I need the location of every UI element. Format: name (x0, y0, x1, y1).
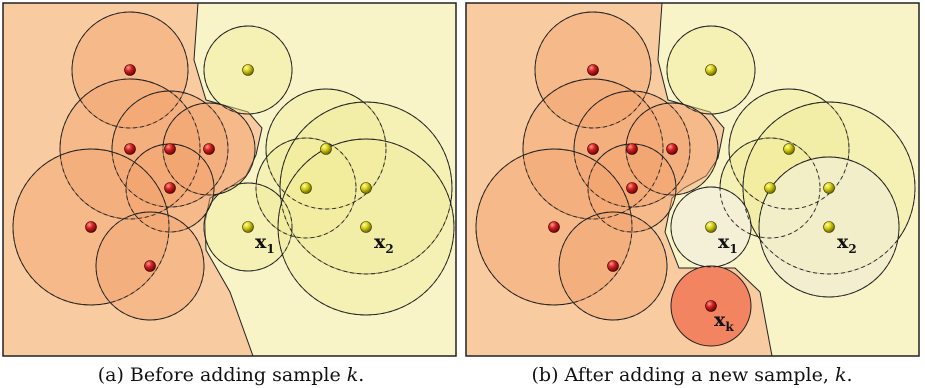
dashed-circle-outline (279, 101, 453, 275)
dashed-circle-outline (95, 211, 205, 321)
dashed-circle-outline (742, 101, 916, 275)
red-sample-point (164, 182, 176, 194)
dashed-arcs (12, 11, 455, 321)
yellow-sample-point (823, 182, 835, 194)
yellow-sample-point (705, 64, 717, 76)
label-x2: x2 (374, 231, 394, 256)
coverage-circles (475, 11, 916, 347)
red-sample-point (587, 143, 599, 155)
yellow-sample-point (320, 143, 332, 155)
dashed-circle-outline (728, 88, 850, 210)
dashed-circle-outline (625, 102, 719, 196)
dashed-circle-outline (125, 143, 215, 233)
panel-border (465, 2, 920, 357)
red-sample-point (666, 143, 678, 155)
dashed-circle-outline (59, 78, 201, 220)
dashed-circle-outline (12, 148, 170, 306)
label-x1: x1 (718, 231, 738, 256)
dashed-circle-outline (558, 211, 668, 321)
dashed-circle-outline (587, 143, 677, 233)
new-sample-point-k (705, 300, 717, 312)
yellow-sample-point (360, 221, 372, 233)
yellow-sample-point (823, 221, 835, 233)
dashed-circle-outline (522, 78, 664, 220)
dashed-circle-outline (111, 90, 229, 208)
dashed-circle-outline (265, 88, 387, 210)
yellow-sample-point (360, 182, 372, 194)
label-x1: x1 (255, 231, 275, 256)
red-sample-point (548, 221, 560, 233)
orange-region (466, 3, 773, 356)
dashed-circle-outline (203, 182, 293, 272)
panel-before: x1 x2 (a) Before adding sample k. (2, 2, 457, 386)
dashed-circle-outline (534, 11, 652, 129)
sample-points (85, 64, 372, 272)
red-sample-point (144, 260, 156, 272)
label-x2: x2 (837, 231, 857, 256)
red-sample-point (85, 221, 97, 233)
dashed-circle-outline (203, 25, 293, 115)
red-sample-point (124, 143, 136, 155)
yellow-sample-point (705, 221, 717, 233)
dashed-circle-outline (71, 11, 189, 129)
panel-after: x1 x2 xk (b) After adding a new sample, … (465, 2, 920, 386)
caption-b: (b) After adding a new sample, k. (532, 364, 853, 386)
dashed-circle-outline (670, 186, 752, 268)
dashed-circle-outline (255, 137, 357, 239)
dashed-circle-outline (573, 90, 691, 208)
yellow-sample-point (764, 182, 776, 194)
dashed-circle-outline (162, 102, 256, 196)
dashed-circle-outline (277, 138, 455, 316)
yellow-sample-point (242, 64, 254, 76)
red-sample-point (164, 143, 176, 155)
dashed-circle-outline (475, 148, 633, 306)
yellow-sample-point (783, 143, 795, 155)
red-sample-point (607, 260, 619, 272)
label-xk: xk (714, 309, 734, 334)
panel-border (2, 2, 457, 357)
yellow-sample-point (300, 182, 312, 194)
caption-a: (a) Before adding sample k. (98, 364, 365, 386)
red-sample-point (203, 143, 215, 155)
dashed-circle-outline (758, 156, 900, 298)
dashed-arcs (475, 11, 916, 321)
sample-points (548, 64, 835, 312)
red-sample-point (626, 182, 638, 194)
dashed-circle-outline (666, 25, 756, 115)
orange-region (3, 3, 263, 356)
red-sample-point (124, 64, 136, 76)
red-sample-point (587, 64, 599, 76)
red-sample-point (626, 143, 638, 155)
yellow-sample-point (242, 221, 254, 233)
